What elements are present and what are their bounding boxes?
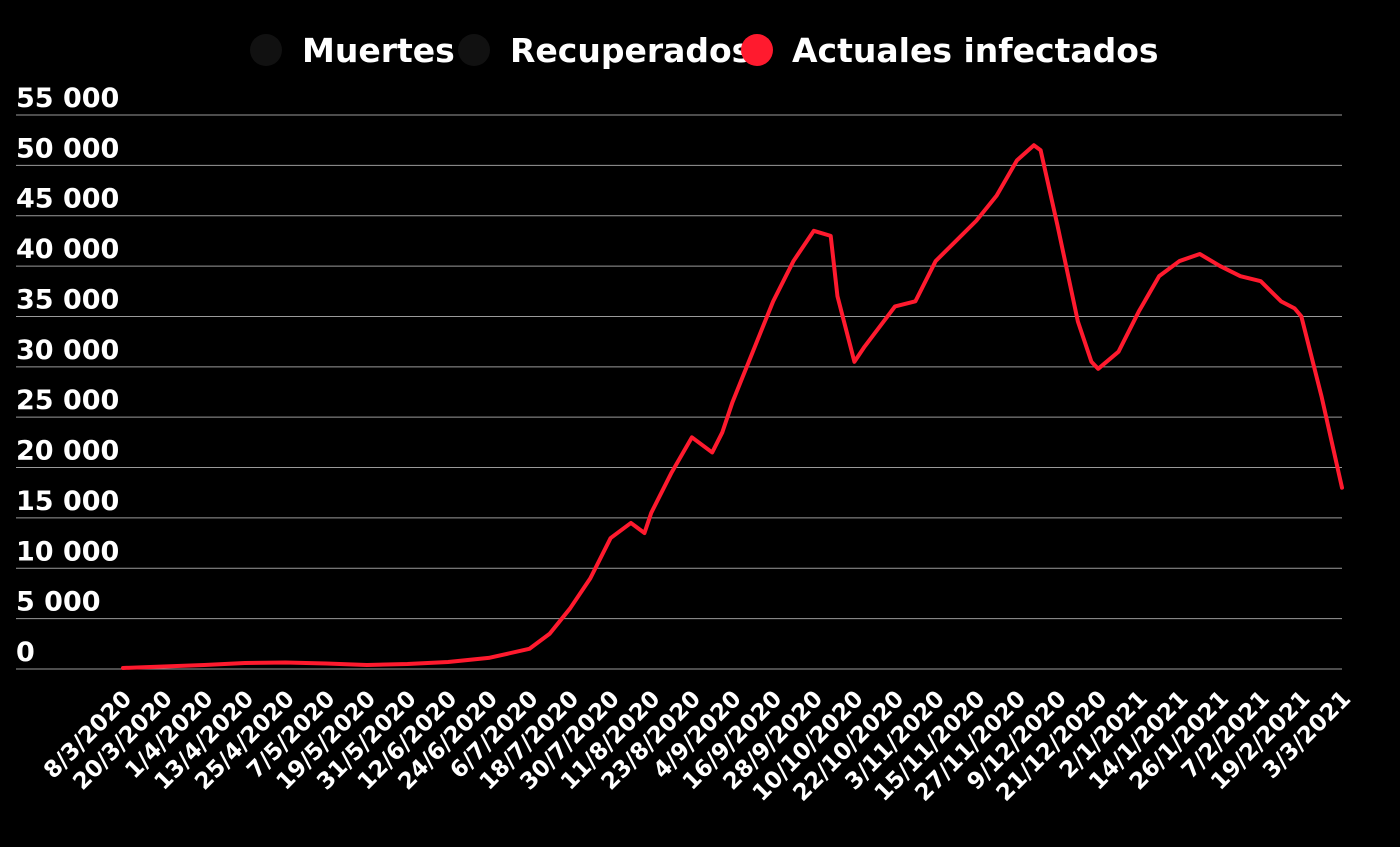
data-point	[1089, 360, 1093, 364]
data-point	[829, 234, 833, 238]
data-point	[1056, 224, 1060, 228]
legend-label[interactable]: Recuperados	[510, 31, 751, 70]
y-gridlines	[16, 114, 1342, 670]
data-point	[365, 663, 369, 667]
y-tick-label: 25 000	[16, 385, 119, 416]
y-tick-label: 40 000	[16, 234, 119, 265]
legend-label[interactable]: Muertes	[302, 31, 455, 70]
data-point	[690, 435, 694, 439]
data-point	[1238, 274, 1242, 278]
y-axis-ticks: 0 5 000 10 000 15 000 20 000 25 000 30 000 35 0…	[16, 83, 119, 668]
data-point	[974, 219, 978, 223]
data-point	[670, 471, 674, 475]
data-point	[202, 663, 206, 667]
data-point	[812, 229, 816, 233]
data-point	[548, 632, 552, 636]
legend-marker[interactable]	[741, 34, 773, 66]
y-tick-label: 15 000	[16, 486, 119, 517]
data-point	[1076, 319, 1080, 323]
data-point	[771, 299, 775, 303]
series-line-actuales-infectados	[121, 143, 1344, 670]
data-point	[1157, 274, 1161, 278]
data-point	[1137, 309, 1141, 313]
data-point	[1320, 395, 1324, 399]
data-point	[835, 294, 839, 298]
data-point	[934, 259, 938, 263]
data-point	[649, 511, 653, 515]
data-point	[751, 350, 755, 354]
y-tick-label: 45 000	[16, 184, 119, 215]
data-point	[1177, 259, 1181, 263]
data-point	[893, 304, 897, 308]
data-point	[1293, 306, 1297, 310]
data-point	[731, 400, 734, 404]
data-point	[1340, 486, 1344, 490]
data-point	[588, 576, 592, 580]
y-tick-label: 0	[16, 637, 35, 668]
data-point	[405, 662, 409, 666]
y-tick-label: 35 000	[16, 284, 119, 315]
y-tick-label: 55 000	[16, 83, 119, 114]
data-point	[642, 531, 646, 535]
data-point	[446, 660, 450, 664]
y-tick-label: 30 000	[16, 335, 119, 366]
y-tick-label: 10 000	[16, 536, 119, 567]
data-point	[720, 430, 724, 434]
data-point	[162, 664, 166, 668]
data-point	[863, 345, 867, 349]
legend-marker[interactable]	[458, 34, 490, 66]
data-point	[1218, 264, 1222, 268]
data-point	[913, 299, 917, 303]
y-tick-label: 50 000	[16, 133, 119, 164]
data-point	[609, 536, 613, 540]
data-point	[487, 656, 491, 660]
data-point	[1096, 367, 1100, 371]
data-point	[1117, 350, 1121, 354]
legend-marker[interactable]	[250, 34, 282, 66]
data-point	[1015, 158, 1019, 162]
data-point	[284, 660, 288, 664]
data-point	[568, 607, 572, 611]
data-point	[791, 259, 795, 263]
data-point	[1198, 252, 1202, 256]
data-point	[324, 661, 328, 665]
y-tick-label: 5 000	[16, 587, 101, 618]
data-point	[527, 647, 531, 651]
data-point	[852, 360, 856, 364]
data-point	[1039, 148, 1043, 152]
x-axis-ticks: 8/3/202020/3/20201/4/202013/4/202025/4/2…	[39, 686, 1356, 807]
data-point	[629, 521, 633, 525]
chart-series	[121, 143, 1344, 670]
data-point	[1279, 299, 1283, 303]
data-point	[121, 666, 125, 670]
data-point	[995, 194, 999, 198]
data-point	[1299, 314, 1303, 318]
data-point	[243, 661, 247, 665]
data-point	[954, 239, 958, 243]
y-tick-label: 20 000	[16, 436, 119, 467]
data-point	[710, 450, 714, 454]
data-point	[1259, 279, 1263, 283]
legend-label[interactable]: Actuales infectados	[792, 31, 1159, 70]
data-point	[1032, 143, 1036, 147]
chart-legend: Muertes Recuperados Actuales infectados	[250, 31, 1159, 70]
